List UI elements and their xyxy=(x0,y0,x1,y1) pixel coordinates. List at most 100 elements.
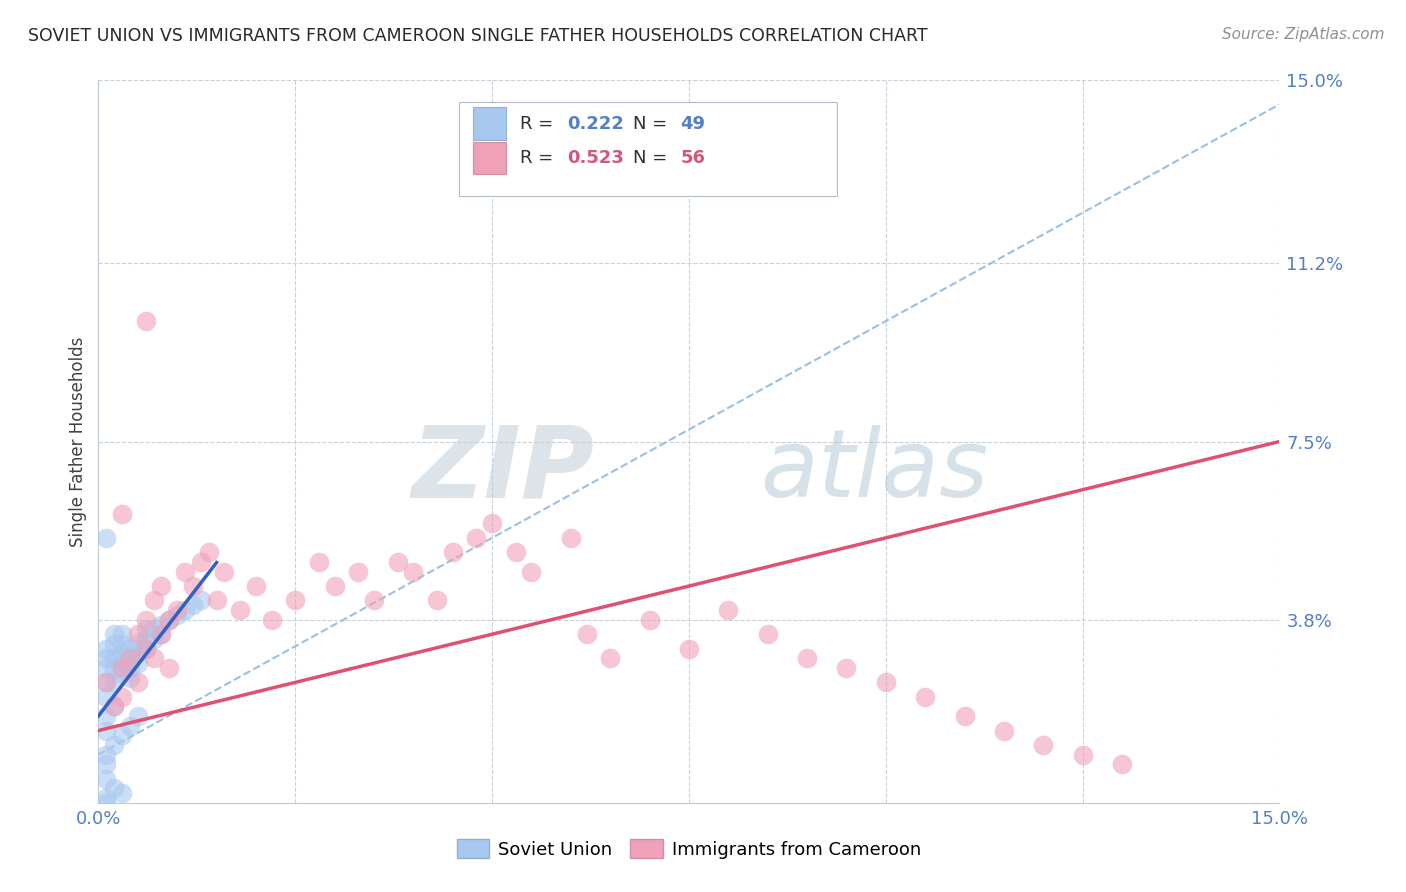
Point xyxy=(157,613,180,627)
Point xyxy=(914,690,936,704)
Point xyxy=(96,747,118,762)
Point xyxy=(363,593,385,607)
Point xyxy=(103,627,125,641)
Point xyxy=(174,565,197,579)
Point xyxy=(402,565,425,579)
Point xyxy=(953,709,976,723)
Point xyxy=(205,593,228,607)
Point xyxy=(127,656,149,670)
Point xyxy=(1032,738,1054,752)
Point xyxy=(111,656,134,670)
Point xyxy=(103,661,125,675)
Point xyxy=(150,579,173,593)
Point xyxy=(875,675,897,690)
Point xyxy=(96,772,118,786)
Point xyxy=(560,531,582,545)
Point xyxy=(111,728,134,742)
Point xyxy=(96,723,118,738)
Text: 0.523: 0.523 xyxy=(567,149,624,168)
Point xyxy=(993,723,1015,738)
Point xyxy=(835,661,858,675)
Text: N =: N = xyxy=(634,115,673,133)
Point xyxy=(96,791,118,805)
Point xyxy=(387,555,409,569)
Point xyxy=(157,661,180,675)
Text: 0.222: 0.222 xyxy=(567,115,624,133)
Point xyxy=(756,627,779,641)
Point xyxy=(127,627,149,641)
Point xyxy=(190,593,212,607)
Point xyxy=(111,637,134,651)
Point xyxy=(197,545,219,559)
Point xyxy=(103,738,125,752)
Point xyxy=(308,555,330,569)
Point xyxy=(142,623,165,637)
Point xyxy=(284,593,307,607)
FancyBboxPatch shape xyxy=(472,107,506,139)
Point xyxy=(347,565,370,579)
Text: R =: R = xyxy=(520,115,560,133)
Point xyxy=(174,603,197,617)
Point xyxy=(96,690,118,704)
Text: ZIP: ZIP xyxy=(412,422,595,519)
Point xyxy=(166,603,188,617)
Point xyxy=(245,579,267,593)
Point xyxy=(127,647,149,661)
Text: N =: N = xyxy=(634,149,673,168)
Point xyxy=(481,516,503,531)
Point xyxy=(127,709,149,723)
Point xyxy=(1111,757,1133,772)
Point xyxy=(157,613,180,627)
Point xyxy=(150,627,173,641)
Point xyxy=(796,651,818,665)
Point xyxy=(323,579,346,593)
Point xyxy=(181,599,204,613)
Point xyxy=(96,675,118,690)
Point xyxy=(717,603,740,617)
Point xyxy=(96,651,118,665)
Point xyxy=(599,651,621,665)
Point xyxy=(96,641,118,656)
Text: R =: R = xyxy=(520,149,560,168)
Point xyxy=(118,651,141,665)
Point xyxy=(260,613,283,627)
Point xyxy=(520,565,543,579)
Point xyxy=(103,651,125,665)
Point xyxy=(111,647,134,661)
FancyBboxPatch shape xyxy=(458,102,837,196)
Point xyxy=(103,699,125,714)
Point xyxy=(135,623,157,637)
Point xyxy=(135,641,157,656)
Point xyxy=(142,632,165,646)
Point xyxy=(103,675,125,690)
Point xyxy=(166,607,188,622)
Point xyxy=(214,565,236,579)
Point xyxy=(135,613,157,627)
Point xyxy=(111,661,134,675)
Point xyxy=(150,627,173,641)
Point xyxy=(96,661,118,675)
Text: 56: 56 xyxy=(681,149,706,168)
Point xyxy=(127,637,149,651)
Point xyxy=(111,627,134,641)
Point xyxy=(111,665,134,680)
Point xyxy=(135,641,157,656)
Point xyxy=(678,641,700,656)
Point xyxy=(118,671,141,685)
Point xyxy=(505,545,527,559)
Point xyxy=(96,709,118,723)
Point xyxy=(142,593,165,607)
Text: 49: 49 xyxy=(681,115,706,133)
FancyBboxPatch shape xyxy=(472,142,506,174)
Point xyxy=(1071,747,1094,762)
Point xyxy=(135,314,157,328)
Point xyxy=(575,627,598,641)
Point xyxy=(96,757,118,772)
Point xyxy=(103,637,125,651)
Text: SOVIET UNION VS IMMIGRANTS FROM CAMEROON SINGLE FATHER HOUSEHOLDS CORRELATION CH: SOVIET UNION VS IMMIGRANTS FROM CAMEROON… xyxy=(28,27,928,45)
Point xyxy=(426,593,449,607)
Point xyxy=(190,555,212,569)
Point xyxy=(441,545,464,559)
Text: Source: ZipAtlas.com: Source: ZipAtlas.com xyxy=(1222,27,1385,42)
Point xyxy=(118,719,141,733)
